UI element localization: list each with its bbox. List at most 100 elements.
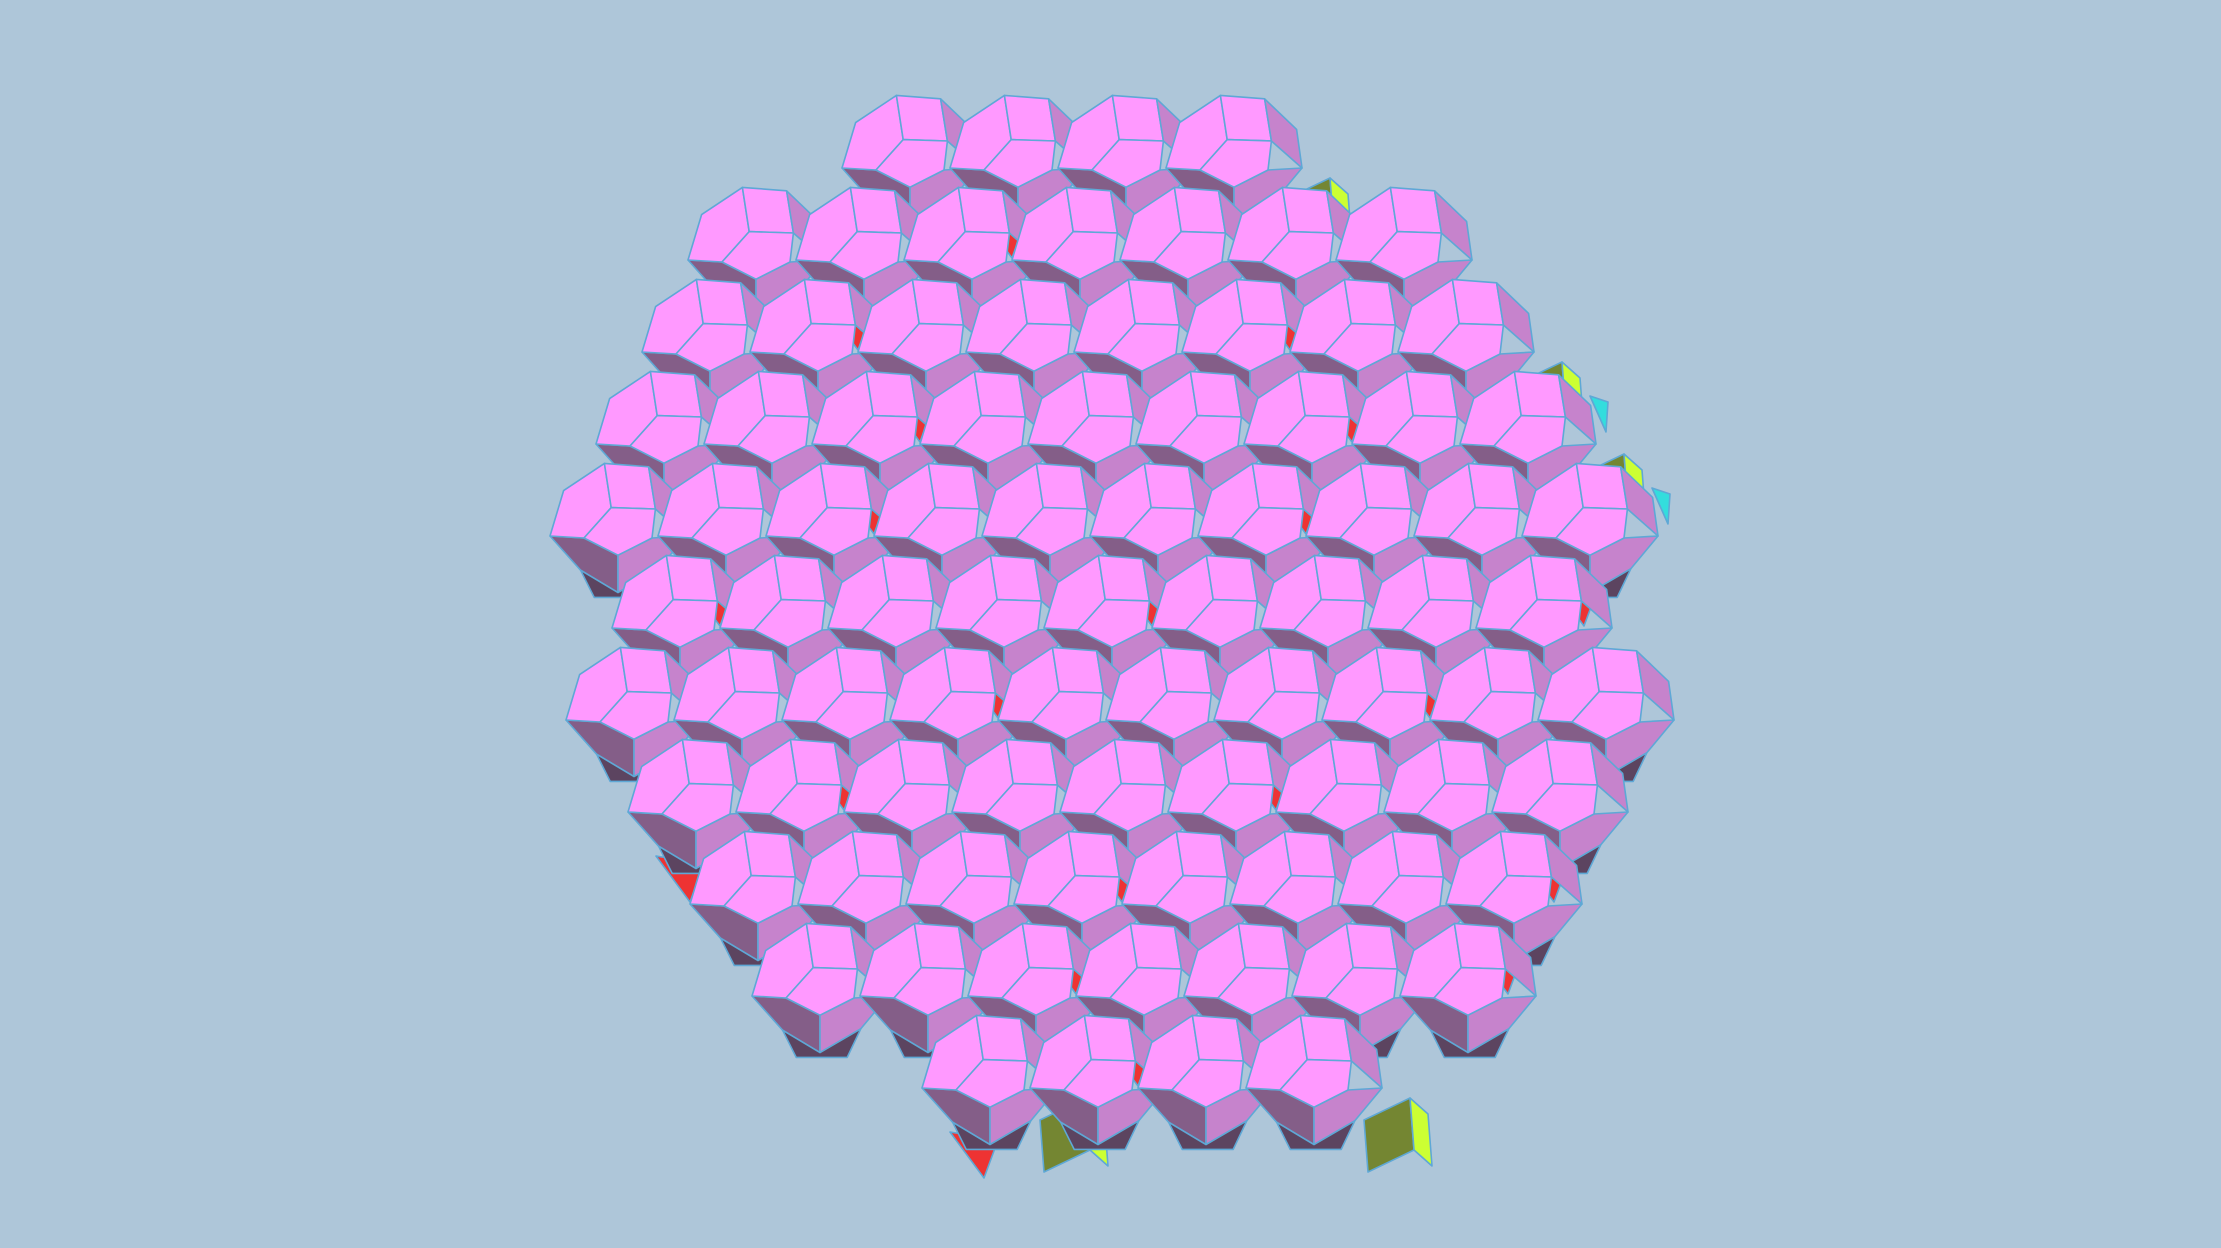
rhombus-front-face [923,690,997,741]
rhombus-front-face [1493,414,1567,465]
rhombus-top-face [805,922,859,970]
rhombus-shadow-face [781,1028,862,1059]
rhombus-top-face [1143,462,1197,510]
rhombus-front-face [1571,690,1645,741]
rhombic-cluster [549,94,1675,1179]
rhombus-front-face [691,506,765,557]
rhombus-front-face [983,138,1057,188]
rhombus-shadow-face [1429,1028,1510,1059]
rhombus-top-face [1281,186,1335,234]
rhombus-top-face [1005,738,1059,786]
rhombus-top-face [727,646,781,694]
rhombus-front-face [937,230,1011,281]
rhombus-front-face [737,414,811,465]
rhombus-top-face [603,462,657,510]
rhombus-front-face [783,322,857,373]
rhombus-front-face [629,414,703,465]
rhombus-top-face [1329,738,1383,786]
rhombus-front-face [723,874,797,925]
rhombus-top-face [1283,830,1337,878]
rhombus-front-face [599,690,673,741]
rhombus-front-face [1433,966,1507,1017]
rhombus-front-face [1369,230,1443,281]
rhombus-top-face [1051,646,1105,694]
rhombus-shadow-face [1059,1120,1140,1151]
rhombus-top-face [1111,94,1165,142]
rhombus-top-face [913,922,967,970]
rhombus-top-face [895,94,949,142]
rhombus-front-face [969,598,1043,649]
rhombus-top-face [1591,646,1645,694]
rhombus-top-face [1529,554,1583,602]
rhombus-top-face [1299,1014,1353,1062]
rhombus-front-face [1155,874,1229,925]
rhombus-top-face [1067,830,1121,878]
rhombus-shadow-face [951,1120,1032,1151]
rhombus-top-face [741,186,795,234]
rhombus-front-face [1555,506,1629,557]
rhombus-shadow-face [1275,1120,1356,1151]
rhombus-side-face [1557,373,1597,445]
rhombus-front-face [1185,598,1259,649]
rhombus-top-face [973,370,1027,418]
rhombus-top-face [1035,462,1089,510]
rhombus-top-face [619,646,673,694]
rhombus-top-face [1313,554,1367,602]
rhombus-top-face [681,738,735,786]
rhombus-front-face [1061,414,1135,465]
rhombus-front-face [815,690,889,741]
cyan-triangle-face [1651,487,1671,525]
rhombus-front-face [877,782,951,833]
rhombus-front-face [675,322,749,373]
rhombus-side-face [1589,741,1629,813]
rhombus-top-face [757,370,811,418]
yellow-square-face [1409,1097,1433,1167]
rhombus-top-face [881,554,935,602]
rhombus-front-face [985,782,1059,833]
rhombus-front-face [893,966,967,1017]
rhombus-front-face [1123,506,1197,557]
rhombus-front-face [1385,414,1459,465]
rhombus-front-face [1091,138,1165,188]
rhombus-top-face [1191,1014,1245,1062]
rhombus-side-face [1635,649,1675,721]
rhombus-top-face [1297,370,1351,418]
rhombus-top-face [1575,462,1629,510]
rhombus-front-face [1031,690,1105,741]
rhombus-top-face [897,738,951,786]
rhombus-top-face [959,830,1013,878]
rhombus-front-face [1431,322,1505,373]
rhombus-top-face [835,646,889,694]
rhombus-front-face [1355,690,1429,741]
rhombus-front-face [799,506,873,557]
rhombus-front-face [1309,782,1383,833]
rhombus-top-face [665,554,719,602]
rhombus-top-face [1343,278,1397,326]
rhombus-front-face [955,1058,1029,1108]
rhombus-top-face [1021,922,1075,970]
rhombus-top-face [1437,738,1491,786]
rhombus-front-face [907,506,981,557]
rhombus-front-face [1107,322,1181,373]
rhombus-top-face [1097,554,1151,602]
rhombus-front-face [1339,506,1413,557]
rhombus-side-face [1343,1017,1383,1089]
rhombus-top-face [1499,830,1553,878]
rhombus-front-face [999,322,1073,373]
rhombus-top-face [1375,646,1429,694]
rhombus-front-face [1247,690,1321,741]
rhombus-front-face [875,138,949,188]
rhombus-top-face [695,278,749,326]
rhombus-front-face [1015,506,1089,557]
rhombus-front-face [645,598,719,649]
rhombus-top-face [1345,922,1399,970]
rhombus-top-face [849,186,903,234]
rhombus-front-face [1277,414,1351,465]
rhombus-front-face [1463,690,1537,741]
rhombus-top-face [1267,646,1321,694]
rhombus-front-face [1479,874,1553,925]
rhombus-front-face [1139,690,1213,741]
rhombus-top-face [1235,278,1289,326]
